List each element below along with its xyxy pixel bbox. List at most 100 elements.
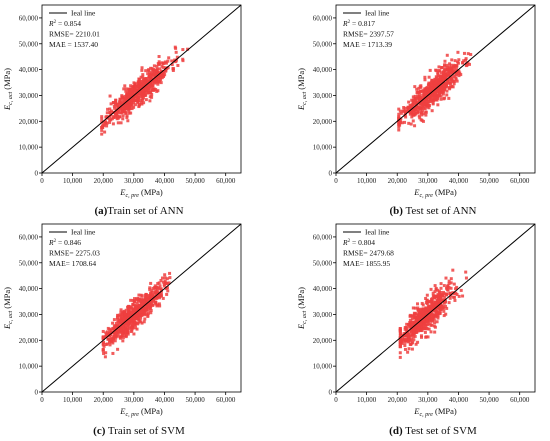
data-point — [156, 303, 160, 307]
panel-caption-text: Train set of SVM — [105, 425, 185, 437]
data-point — [454, 64, 458, 68]
data-point — [132, 310, 136, 314]
data-point — [441, 77, 445, 81]
data-point — [430, 297, 434, 301]
data-point — [424, 308, 428, 312]
data-point — [134, 317, 138, 321]
data-point — [140, 98, 144, 102]
data-point — [126, 307, 130, 311]
data-point — [101, 335, 105, 339]
data-point — [119, 310, 123, 314]
data-point — [144, 69, 148, 73]
data-point — [155, 290, 159, 294]
data-point — [407, 324, 411, 328]
data-point — [407, 108, 411, 112]
data-point — [452, 69, 456, 73]
data-point — [158, 296, 162, 300]
data-point — [133, 326, 137, 330]
data-point — [411, 113, 415, 117]
rmse-stat: RMSE= 2397.57 — [343, 30, 394, 39]
x-tick-label: 0 — [334, 177, 338, 185]
data-point — [112, 327, 116, 331]
y-tick-label: 30,000 — [19, 92, 39, 100]
x-tick-label: 60,000 — [510, 177, 530, 185]
data-point — [112, 104, 116, 108]
data-point — [123, 94, 127, 98]
data-point — [119, 308, 123, 312]
data-point — [416, 323, 420, 327]
data-point — [455, 285, 459, 289]
data-point — [410, 341, 414, 345]
data-point — [415, 107, 419, 111]
data-point — [413, 99, 417, 103]
data-point — [115, 117, 119, 121]
data-point — [416, 302, 420, 306]
data-point — [154, 301, 158, 305]
data-point — [434, 286, 438, 290]
data-point — [451, 291, 455, 295]
data-point — [453, 298, 457, 302]
data-point — [135, 314, 139, 318]
data-point — [427, 319, 431, 323]
data-point — [152, 69, 156, 73]
data-point — [149, 297, 153, 301]
data-point — [424, 113, 428, 117]
data-point — [403, 109, 407, 113]
data-point — [423, 75, 427, 79]
data-point — [454, 66, 458, 70]
data-point — [102, 340, 106, 344]
x-tick-label: 10,000 — [357, 177, 377, 185]
data-point — [114, 331, 118, 335]
data-point — [418, 116, 422, 120]
data-point — [403, 106, 407, 110]
data-point — [441, 92, 445, 96]
data-point — [399, 332, 403, 336]
data-point — [452, 67, 456, 71]
data-point — [444, 286, 448, 290]
data-point — [407, 106, 411, 110]
data-point — [132, 299, 136, 303]
data-point — [122, 87, 126, 91]
data-point — [448, 86, 452, 90]
data-point — [152, 88, 156, 92]
data-point — [432, 83, 436, 87]
data-point — [439, 79, 443, 83]
data-point — [144, 300, 148, 304]
data-point — [440, 298, 444, 302]
data-point — [411, 306, 415, 310]
data-point — [176, 64, 180, 67]
data-point — [127, 319, 131, 323]
data-point — [108, 110, 112, 114]
data-point — [123, 110, 127, 114]
data-point — [112, 336, 116, 340]
data-point — [403, 327, 407, 331]
data-point — [130, 96, 134, 100]
data-point — [413, 124, 417, 128]
data-point — [443, 67, 447, 71]
data-point — [129, 305, 133, 309]
data-point — [170, 63, 174, 67]
data-point — [137, 306, 141, 310]
data-point — [398, 334, 402, 338]
x-tick-label: 20,000 — [94, 177, 114, 185]
data-point — [135, 327, 139, 331]
data-points — [101, 271, 172, 359]
data-point — [421, 325, 425, 329]
data-point — [425, 298, 429, 302]
data-point — [111, 122, 115, 126]
data-point — [135, 98, 139, 102]
data-point — [104, 121, 108, 125]
data-point — [398, 119, 402, 123]
data-point — [398, 342, 402, 346]
data-point — [437, 92, 441, 96]
data-point — [404, 339, 408, 343]
data-point — [404, 337, 408, 341]
data-point — [414, 327, 418, 331]
data-point — [446, 288, 450, 292]
data-point — [144, 98, 148, 102]
data-point — [171, 67, 175, 71]
y-axis-label-main: E — [296, 104, 306, 111]
data-point — [408, 103, 412, 107]
data-point — [126, 119, 130, 123]
